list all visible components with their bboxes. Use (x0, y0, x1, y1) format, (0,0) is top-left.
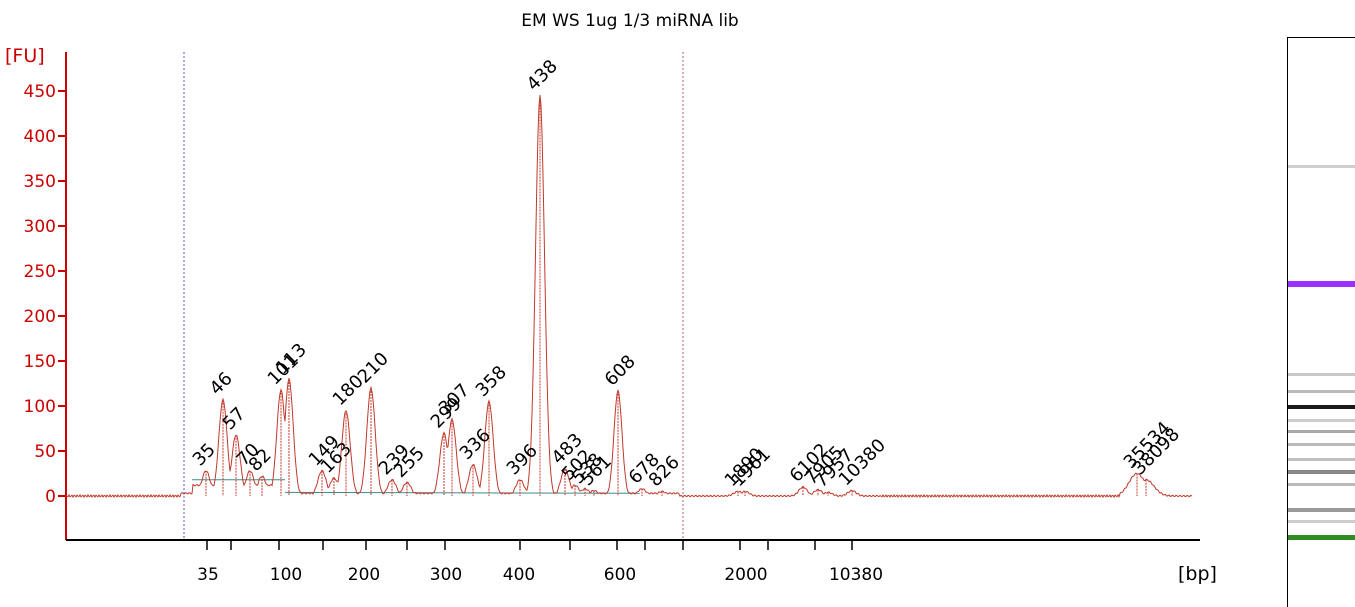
x-tick-label: 600 (604, 565, 636, 585)
gel-band (1288, 470, 1355, 474)
gel-band (1288, 535, 1355, 540)
y-tick-label: 350 (24, 172, 56, 192)
x-tick-label: 35 (197, 565, 219, 585)
peak-label-35: 35 (189, 439, 220, 470)
gel-band (1288, 373, 1355, 376)
gel-band (1288, 390, 1355, 393)
gel-band (1288, 443, 1355, 446)
gel-band (1288, 430, 1355, 433)
y-tick-label: 50 (34, 442, 56, 462)
x-axis: 35 100 200 300 400 600 2000 10380 (66, 539, 1200, 585)
x-tick-label: 10380 (829, 565, 883, 585)
gel-band (1288, 520, 1355, 523)
x-tick-label: 400 (503, 565, 535, 585)
gel-band (1288, 165, 1355, 168)
peak-label-46: 46 (206, 368, 237, 399)
peak-labels: 3546577082101113149163180210239255299307… (189, 56, 1184, 492)
gel-band (1288, 405, 1355, 409)
y-tick-label: 250 (24, 262, 56, 282)
y-axis: 0 50 100 150 200 250 300 350 400 450 (24, 52, 67, 540)
y-tick-label: 300 (24, 217, 56, 237)
peak-label-358: 358 (472, 362, 511, 401)
y-tick-label: 100 (24, 397, 56, 417)
x-tick-label: 300 (430, 565, 462, 585)
peak-label-438: 438 (523, 56, 562, 95)
x-tick-label: 100 (270, 565, 302, 585)
y-tick-label: 200 (24, 307, 56, 327)
chart-title: EM WS 1ug 1/3 miRNA lib (521, 11, 738, 31)
x-tick-label: 2000 (724, 565, 767, 585)
peak-label-396: 396 (503, 440, 542, 479)
peak-markers (205, 95, 1147, 496)
y-axis-label: [FU] (5, 45, 45, 67)
gel-band (1288, 419, 1355, 422)
y-tick-label: 150 (24, 352, 56, 372)
y-tick-label: 450 (24, 82, 56, 102)
x-axis-label: [bp] (1178, 563, 1217, 585)
electropherogram-chart: EM WS 1ug 1/3 miRNA lib [FU] [bp] 0 50 100… (5, 11, 1217, 585)
gel-band (1288, 508, 1355, 512)
marker-lines (183, 52, 684, 540)
gel-band (1288, 458, 1355, 461)
peak-label-608: 608 (601, 351, 640, 390)
peak-label-57: 57 (219, 403, 250, 434)
y-tick-label: 400 (24, 127, 56, 147)
trace-line (65, 95, 1193, 499)
peak-label-336: 336 (456, 425, 495, 464)
baseline-segment (284, 491, 641, 494)
x-tick-label: 200 (348, 565, 380, 585)
gel-band (1288, 281, 1355, 287)
gel-image (1287, 37, 1355, 607)
y-tick-label: 0 (45, 487, 56, 507)
gel-band (1288, 483, 1355, 486)
